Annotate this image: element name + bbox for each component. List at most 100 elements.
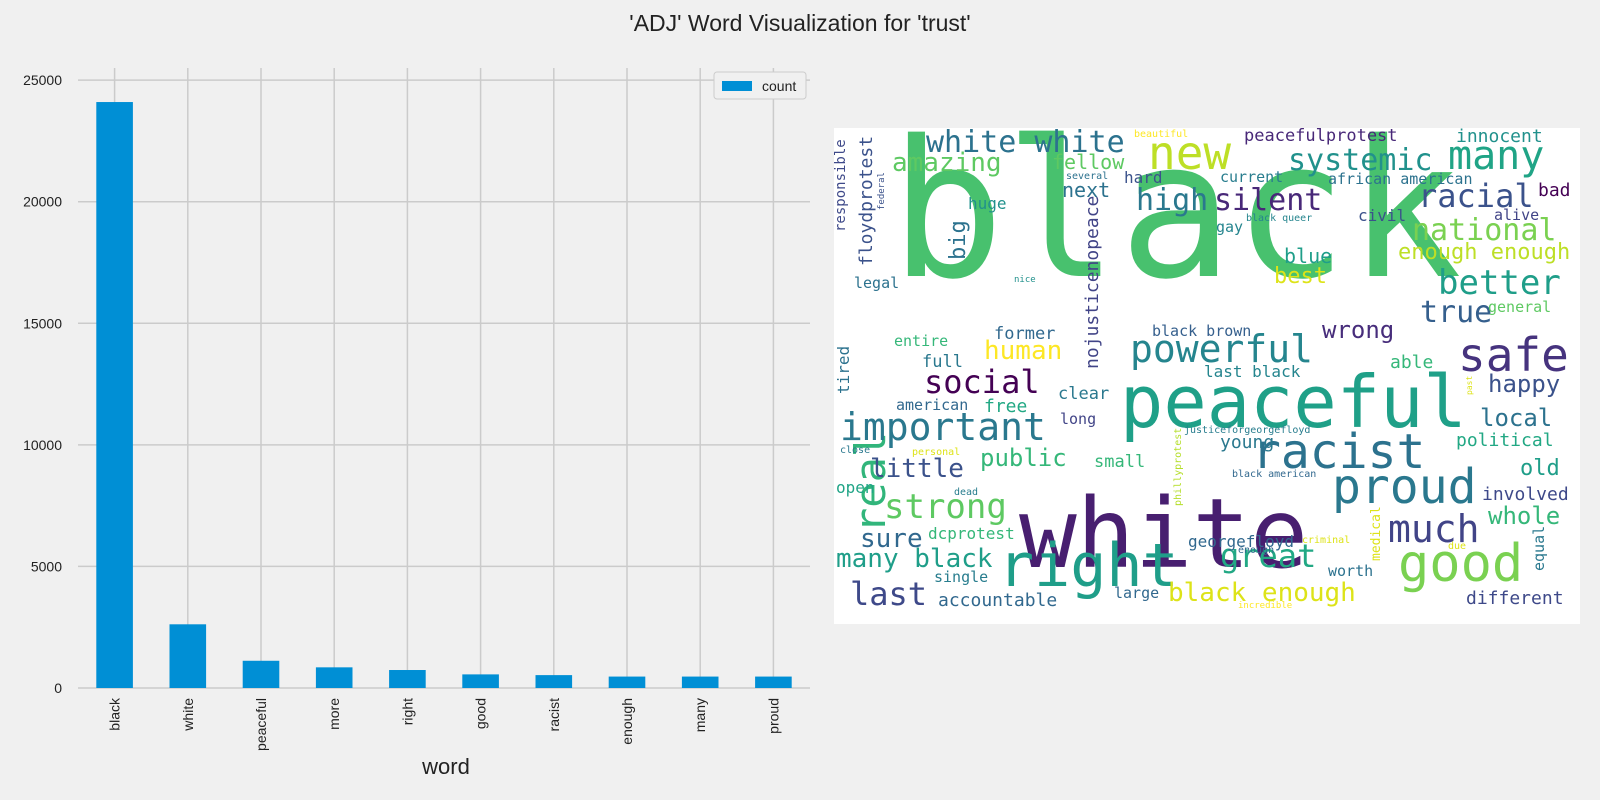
cloud-word: black brown <box>1152 322 1252 340</box>
cloud-word: black american <box>1232 469 1317 480</box>
cloud-word: able <box>1390 352 1434 373</box>
cloud-word: powerful <box>1130 327 1314 371</box>
y-tick-label: 10000 <box>23 437 62 453</box>
cloud-word: hard <box>1124 168 1163 187</box>
cloud-word: beautiful <box>1134 129 1189 140</box>
cloud-word: justiceforgeorgefloyd <box>1184 425 1311 436</box>
cloud-word: entire <box>894 332 949 350</box>
cloud-word: legal <box>854 274 900 292</box>
x-tick-label: black <box>107 697 123 731</box>
cloud-word: blue <box>1284 244 1333 268</box>
cloud-word: responsible <box>834 139 849 233</box>
y-tick-label: 20000 <box>23 194 62 210</box>
cloud-word: black queer <box>1246 213 1313 224</box>
cloud-word: dcprotest <box>928 524 1015 543</box>
cloud-word: american <box>896 396 969 414</box>
y-tick-label: 25000 <box>23 72 62 88</box>
cloud-word: involved <box>1482 484 1569 505</box>
cloud-word: young <box>1220 432 1275 453</box>
cloud-word: much <box>1388 507 1480 551</box>
cloud-word: clear <box>1058 384 1110 404</box>
cloud-word: innocent <box>1456 128 1543 147</box>
cloud-word: strong <box>884 487 1007 527</box>
bar-racist <box>535 675 573 688</box>
cloud-word: proud <box>1332 459 1477 515</box>
cloud-word: little <box>870 454 964 484</box>
word-cloud: black white peaceful right good racist proud ne… <box>834 128 1580 624</box>
x-tick-label: more <box>326 698 342 730</box>
cloud-word: past <box>1465 375 1474 396</box>
cloud-word: big <box>946 219 971 260</box>
legend-swatch <box>722 81 752 91</box>
cloud-word: silent <box>1214 183 1323 218</box>
x-axis-label: word <box>421 754 470 779</box>
cloud-word: peaceful <box>1120 360 1467 444</box>
cloud-word: safe <box>1458 328 1569 382</box>
legend-label: count <box>762 78 796 94</box>
cloud-word: many black <box>836 544 993 574</box>
bar-chart: 0 5000 10000 15000 20000 25000 black white peace… <box>23 68 810 779</box>
cloud-word: huge <box>968 194 1007 213</box>
cloud-word: last <box>850 575 928 613</box>
cloud-word: single <box>934 568 989 586</box>
bar-right <box>389 670 426 688</box>
cloud-word: best <box>1274 264 1327 289</box>
cloud-word: local <box>1480 404 1553 432</box>
cloud-word: old <box>1520 456 1560 481</box>
cloud-word: political <box>1456 430 1554 451</box>
x-tick-label: many <box>692 698 708 732</box>
cloud-word: next <box>1062 178 1111 202</box>
x-tick-label: proud <box>765 698 781 734</box>
cloud-word: incredible <box>1238 601 1293 611</box>
cloud-word: african american <box>1328 170 1473 188</box>
cloud-word: worth <box>1328 562 1374 580</box>
cloud-word: happy <box>1488 370 1561 398</box>
cloud-word: new <box>1148 128 1232 180</box>
x-tick-label: white <box>180 698 196 732</box>
y-tick-label: 5000 <box>31 558 62 574</box>
cloud-word: small <box>1094 452 1146 472</box>
cloud-word: former <box>994 324 1056 344</box>
bar-more <box>315 667 353 688</box>
cloud-word: floydprotest <box>856 135 877 266</box>
cloud-word: open <box>836 478 875 497</box>
bar-peaceful <box>242 660 280 688</box>
cloud-word: bad <box>1538 180 1571 201</box>
cloud-word: dead <box>954 487 979 498</box>
x-tick-label: peaceful <box>253 698 269 751</box>
cloud-word: enough <box>1238 545 1275 556</box>
figure-title: 'ADJ' Word Visualization for 'trust' <box>629 10 971 36</box>
cloud-word: black enough <box>1168 578 1356 608</box>
bar-proud <box>755 676 792 688</box>
cloud-word: black <box>890 128 1462 321</box>
cloud-word: accountable <box>938 590 1058 611</box>
cloud-word: white white <box>926 128 1125 160</box>
cloud-word: fellow <box>1052 150 1125 174</box>
cloud-word: civil <box>1358 206 1407 225</box>
cloud-word: personal <box>912 447 961 458</box>
cloud-word: gay <box>1216 218 1244 236</box>
cloud-word: racial <box>1418 177 1534 215</box>
cloud-word: alive <box>1494 206 1540 224</box>
cloud-word: georgefloyd <box>1188 532 1294 551</box>
cloud-word: free <box>984 396 1028 417</box>
y-tick-label: 0 <box>54 680 62 696</box>
cloud-word: systemic <box>1288 143 1433 178</box>
cloud-word: different <box>1466 588 1564 609</box>
cloud-word: last black <box>1204 362 1301 381</box>
cloud-word: several <box>1066 171 1109 182</box>
cloud-word: good <box>1398 534 1524 594</box>
bar-white <box>169 624 207 688</box>
cloud-word: long <box>1060 410 1097 428</box>
bar-black <box>96 102 133 689</box>
cloud-word: enough enough <box>1398 240 1571 265</box>
cloud-word: white <box>1019 478 1308 590</box>
cloud-word: wrong <box>1322 316 1395 344</box>
cloud-word: full <box>922 352 963 372</box>
cloud-word: large <box>1114 584 1160 602</box>
cloud-word: high <box>1136 183 1209 218</box>
x-tick-label: racist <box>546 698 562 732</box>
cloud-word: great <box>1220 537 1317 575</box>
cloud-word: human <box>984 336 1063 366</box>
legend-box <box>713 71 807 100</box>
